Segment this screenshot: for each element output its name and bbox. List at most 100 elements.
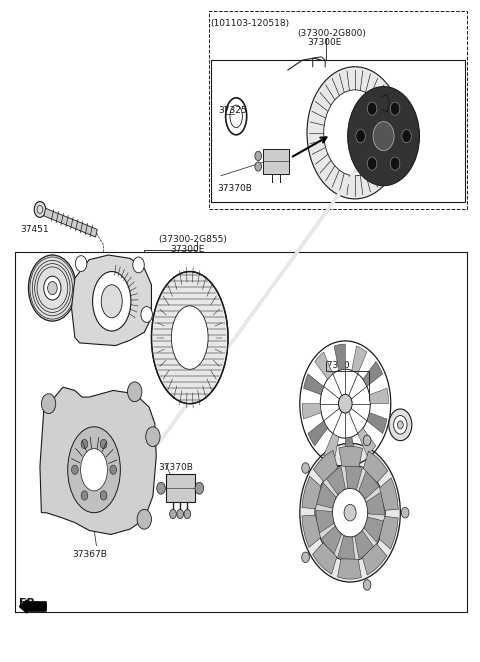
Text: 37300E: 37300E (170, 245, 205, 254)
Polygon shape (212, 239, 307, 371)
Circle shape (401, 507, 409, 518)
Ellipse shape (93, 271, 131, 331)
Polygon shape (302, 515, 321, 547)
Polygon shape (200, 246, 301, 387)
Polygon shape (370, 388, 388, 404)
Polygon shape (177, 124, 390, 417)
Polygon shape (156, 230, 312, 448)
Polygon shape (225, 223, 319, 353)
Polygon shape (363, 451, 388, 483)
Polygon shape (191, 248, 300, 401)
Polygon shape (146, 159, 364, 461)
Polygon shape (324, 434, 339, 461)
Polygon shape (363, 361, 383, 387)
Polygon shape (147, 213, 325, 460)
Polygon shape (146, 157, 365, 459)
Polygon shape (186, 123, 391, 404)
Circle shape (344, 504, 356, 521)
Circle shape (34, 201, 46, 217)
Text: 37321A: 37321A (27, 277, 62, 286)
Text: 37325: 37325 (218, 107, 247, 115)
Polygon shape (40, 387, 156, 534)
Polygon shape (44, 209, 97, 237)
Polygon shape (228, 158, 366, 348)
Polygon shape (182, 123, 391, 409)
Polygon shape (153, 226, 315, 451)
Polygon shape (147, 154, 367, 458)
Polygon shape (149, 217, 322, 458)
Polygon shape (197, 124, 390, 389)
Polygon shape (143, 174, 353, 465)
Circle shape (110, 465, 117, 475)
Polygon shape (217, 139, 380, 361)
Polygon shape (187, 123, 391, 402)
Polygon shape (229, 163, 363, 345)
Polygon shape (231, 204, 333, 344)
Polygon shape (221, 229, 314, 358)
Polygon shape (366, 492, 384, 515)
Polygon shape (227, 218, 322, 350)
Text: 37340: 37340 (322, 361, 350, 370)
Polygon shape (352, 346, 367, 374)
Polygon shape (216, 138, 381, 363)
Polygon shape (167, 241, 305, 434)
Polygon shape (143, 198, 336, 465)
Ellipse shape (81, 449, 108, 491)
Polygon shape (144, 167, 358, 463)
Polygon shape (231, 202, 335, 343)
Polygon shape (230, 207, 331, 344)
Polygon shape (233, 186, 346, 341)
Circle shape (177, 509, 183, 518)
Polygon shape (367, 412, 387, 434)
Polygon shape (156, 140, 378, 447)
Polygon shape (364, 517, 384, 542)
Polygon shape (176, 246, 301, 421)
Polygon shape (171, 126, 388, 424)
Polygon shape (142, 193, 339, 466)
Polygon shape (207, 243, 304, 377)
Polygon shape (168, 242, 304, 431)
Circle shape (100, 491, 107, 500)
Polygon shape (183, 248, 300, 411)
Polygon shape (224, 149, 372, 353)
Polygon shape (232, 178, 352, 342)
Bar (166, 475, 194, 502)
Polygon shape (160, 235, 309, 442)
Polygon shape (232, 175, 354, 342)
Ellipse shape (171, 306, 208, 369)
Polygon shape (211, 133, 384, 370)
Polygon shape (184, 123, 391, 406)
Polygon shape (307, 67, 403, 199)
Polygon shape (180, 123, 390, 412)
Polygon shape (168, 128, 386, 429)
Polygon shape (150, 220, 320, 456)
Polygon shape (169, 127, 387, 427)
Circle shape (302, 463, 310, 473)
Polygon shape (226, 154, 370, 350)
Polygon shape (223, 225, 318, 355)
Polygon shape (204, 128, 387, 379)
Polygon shape (181, 248, 300, 414)
Polygon shape (359, 471, 379, 499)
Polygon shape (218, 232, 312, 362)
Polygon shape (163, 238, 307, 438)
Polygon shape (233, 183, 348, 341)
Polygon shape (143, 171, 355, 465)
Polygon shape (214, 136, 382, 365)
Polygon shape (232, 173, 356, 342)
Polygon shape (143, 195, 337, 465)
Polygon shape (226, 220, 321, 352)
Polygon shape (217, 234, 311, 364)
Polygon shape (231, 170, 357, 343)
Polygon shape (358, 428, 376, 455)
Circle shape (367, 102, 377, 115)
Circle shape (141, 307, 153, 322)
Polygon shape (162, 237, 308, 440)
Circle shape (373, 122, 394, 151)
Polygon shape (142, 185, 345, 467)
Polygon shape (143, 169, 357, 464)
Polygon shape (158, 136, 380, 443)
Polygon shape (205, 244, 303, 380)
Polygon shape (160, 135, 382, 441)
Polygon shape (142, 179, 349, 466)
